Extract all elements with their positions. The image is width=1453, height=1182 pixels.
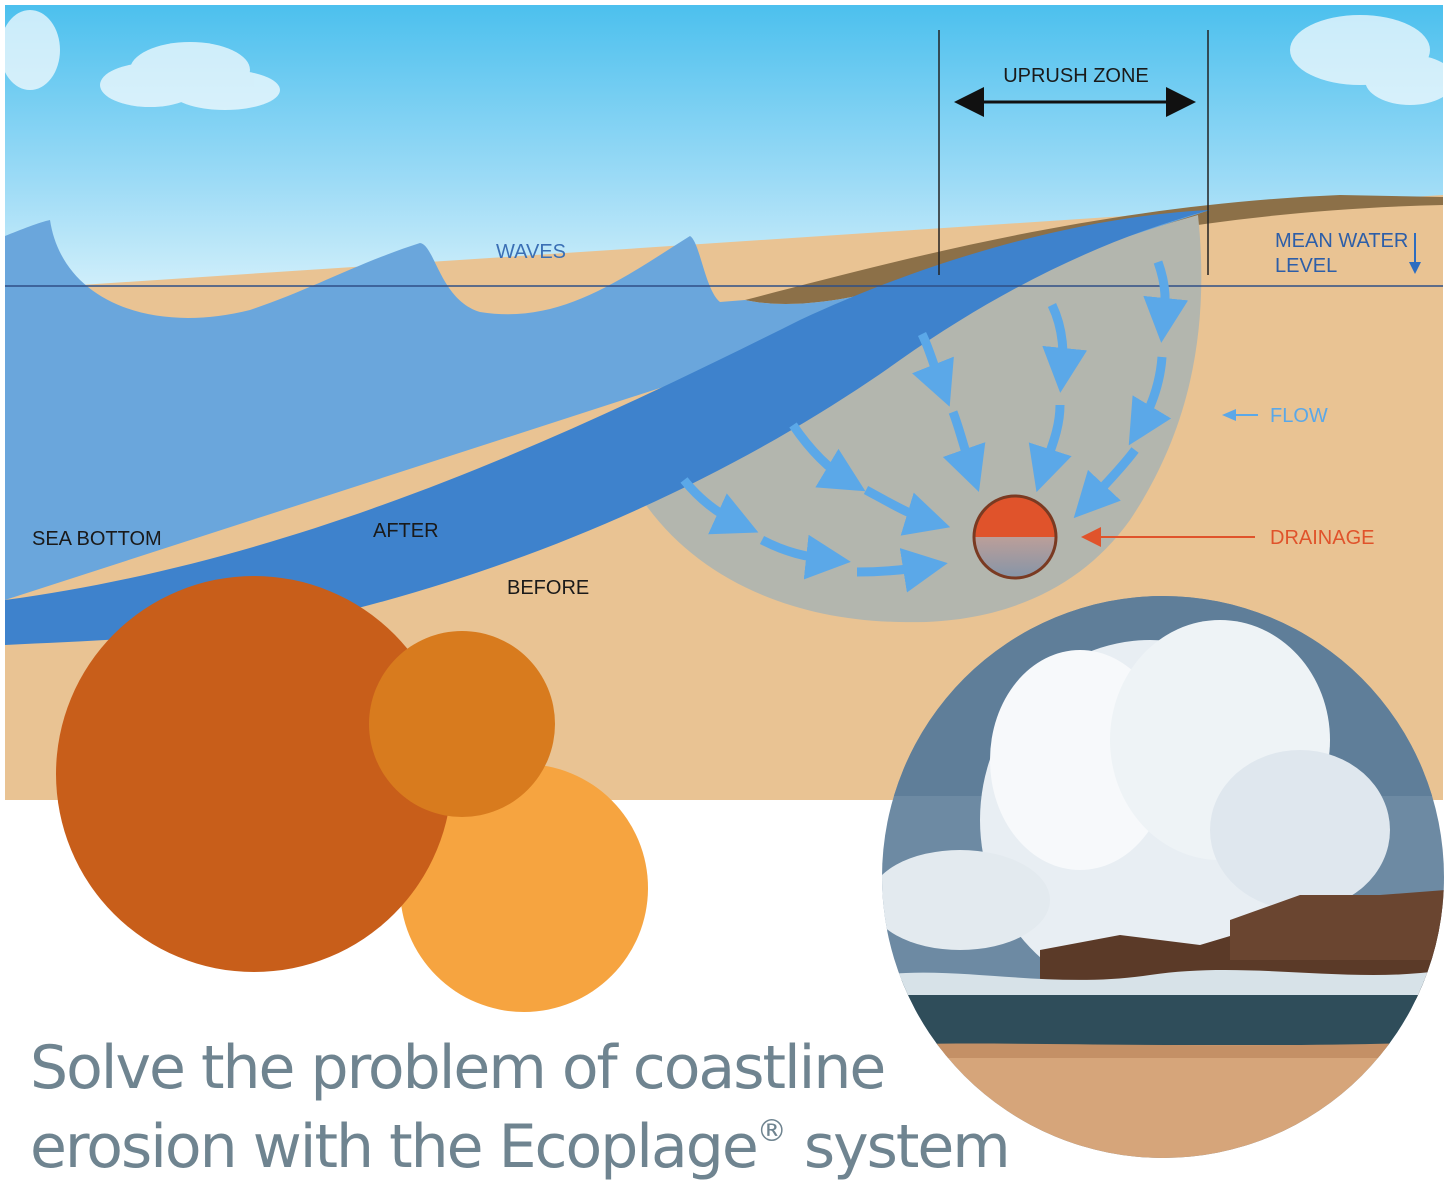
mean-water-level-label-line2: LEVEL [1275,255,1337,277]
headline-line2-end: system [786,1112,1011,1182]
uprush-zone-label: UPRUSH ZONE [1003,65,1149,87]
registered-mark: ® [756,1114,787,1149]
decor-circle-large [400,764,648,1012]
flow-label: FLOW [1270,405,1328,427]
after-profile-band [5,210,1210,645]
flow-legend-arrow [1222,409,1258,421]
headline: Solve the problem of coastline erosion w… [30,1033,1011,1182]
after-label: AFTER [373,520,439,542]
drainage-label: DRAINAGE [1270,527,1374,549]
decor-circle-dark [56,576,452,972]
clouds [0,10,1453,110]
mean-water-level-arrow [1409,233,1421,274]
flow-arrows [680,260,1189,593]
headline-line2: erosion with the Ecoplage [30,1112,759,1182]
drainage-pipe [972,494,1058,580]
sea-bottom-label: SEA BOTTOM [32,528,162,550]
headline-line1: Solve the problem of coastline [30,1033,886,1103]
decor-circle-small [369,631,555,817]
mean-water-level-label-line1: MEAN WATER [1275,230,1408,252]
waves-label: WAVES [496,241,566,263]
before-label: BEFORE [507,577,589,599]
